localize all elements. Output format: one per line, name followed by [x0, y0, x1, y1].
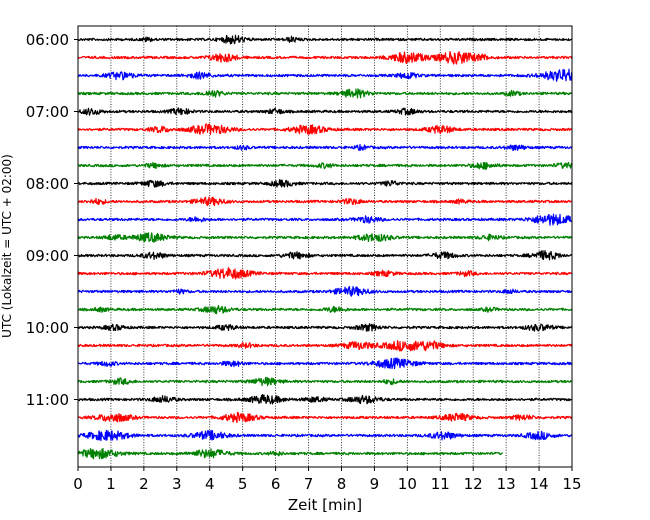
y-tick-label: 10:00 [26, 319, 69, 337]
x-tick-label: 14 [530, 475, 549, 493]
seismic-trace [77, 179, 573, 188]
plot-frame [77, 25, 573, 468]
seismic-trace [77, 376, 573, 387]
seismic-trace [77, 323, 573, 332]
seismic-trace [77, 143, 573, 152]
seismic-trace [77, 123, 573, 135]
seismic-trace [77, 232, 573, 243]
x-tick-label: 6 [271, 475, 281, 493]
seismic-trace [77, 250, 573, 261]
x-axis-ticks: 0 1 2 3 4 5 6 7 8 9 10 11 12 13 14 15 [73, 467, 582, 493]
seismic-trace [77, 34, 573, 45]
x-tick-label: 8 [337, 475, 347, 493]
y-tick-label: 09:00 [26, 247, 69, 265]
seismic-trace [77, 267, 573, 280]
x-tick-label: 5 [238, 475, 248, 493]
vertical-gridlines [110, 26, 540, 467]
seismic-trace [77, 411, 573, 424]
seismic-trace [77, 88, 573, 99]
y-tick-label: 11:00 [26, 391, 69, 409]
x-tick-label: 7 [304, 475, 314, 493]
seismic-trace [77, 340, 573, 352]
traces [77, 34, 573, 460]
x-tick-label: 0 [73, 475, 83, 493]
seismic-trace [77, 357, 573, 370]
seismic-trace [77, 107, 573, 116]
y-tick-label: 08:00 [26, 175, 69, 193]
seismic-trace [77, 394, 573, 405]
y-axis-ticks: 06:00 07:00 08:00 09:00 10:00 11:00 [26, 31, 78, 409]
x-tick-label: 2 [139, 475, 149, 493]
x-tick-label: 11 [431, 475, 450, 493]
seismic-trace [77, 285, 573, 297]
seismic-trace [77, 448, 503, 460]
seismic-trace [77, 213, 573, 226]
seismic-trace [77, 429, 573, 442]
y-tick-label: 06:00 [26, 31, 69, 49]
seismic-trace [77, 50, 573, 65]
x-axis-label: Zeit [min] [288, 496, 362, 514]
x-tick-label: 3 [172, 475, 182, 493]
y-tick-label: 07:00 [26, 103, 69, 121]
x-tick-label: 1 [106, 475, 116, 493]
y-axis-label: UTC (Lokalzeit = UTC + 02:00) [0, 154, 14, 338]
x-tick-label: 13 [497, 475, 516, 493]
x-tick-label: 4 [205, 475, 215, 493]
seismic-trace [77, 196, 573, 207]
seismic-trace [77, 68, 573, 82]
seismic-trace [77, 161, 573, 170]
seismic-trace [77, 304, 573, 315]
x-tick-label: 12 [464, 475, 483, 493]
x-tick-label: 15 [562, 475, 581, 493]
x-tick-label: 10 [398, 475, 417, 493]
x-tick-label: 9 [370, 475, 380, 493]
